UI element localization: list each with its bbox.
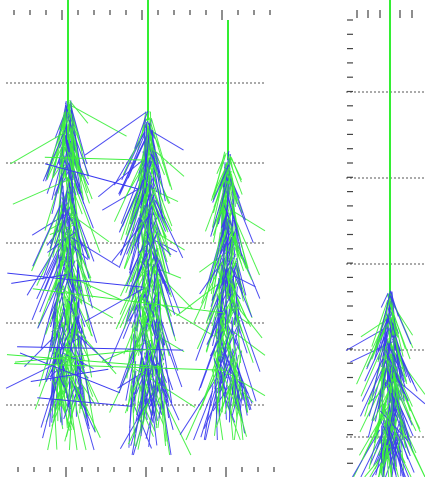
strand bbox=[238, 309, 260, 372]
visualization bbox=[0, 0, 425, 477]
strand bbox=[120, 395, 151, 449]
right-panel bbox=[346, 0, 425, 477]
strand bbox=[154, 274, 155, 291]
strand bbox=[153, 168, 154, 189]
left-panel bbox=[6, 0, 274, 477]
page: {} (() => { JSON.parse(document.getEleme… bbox=[0, 0, 425, 477]
strand bbox=[164, 400, 191, 455]
